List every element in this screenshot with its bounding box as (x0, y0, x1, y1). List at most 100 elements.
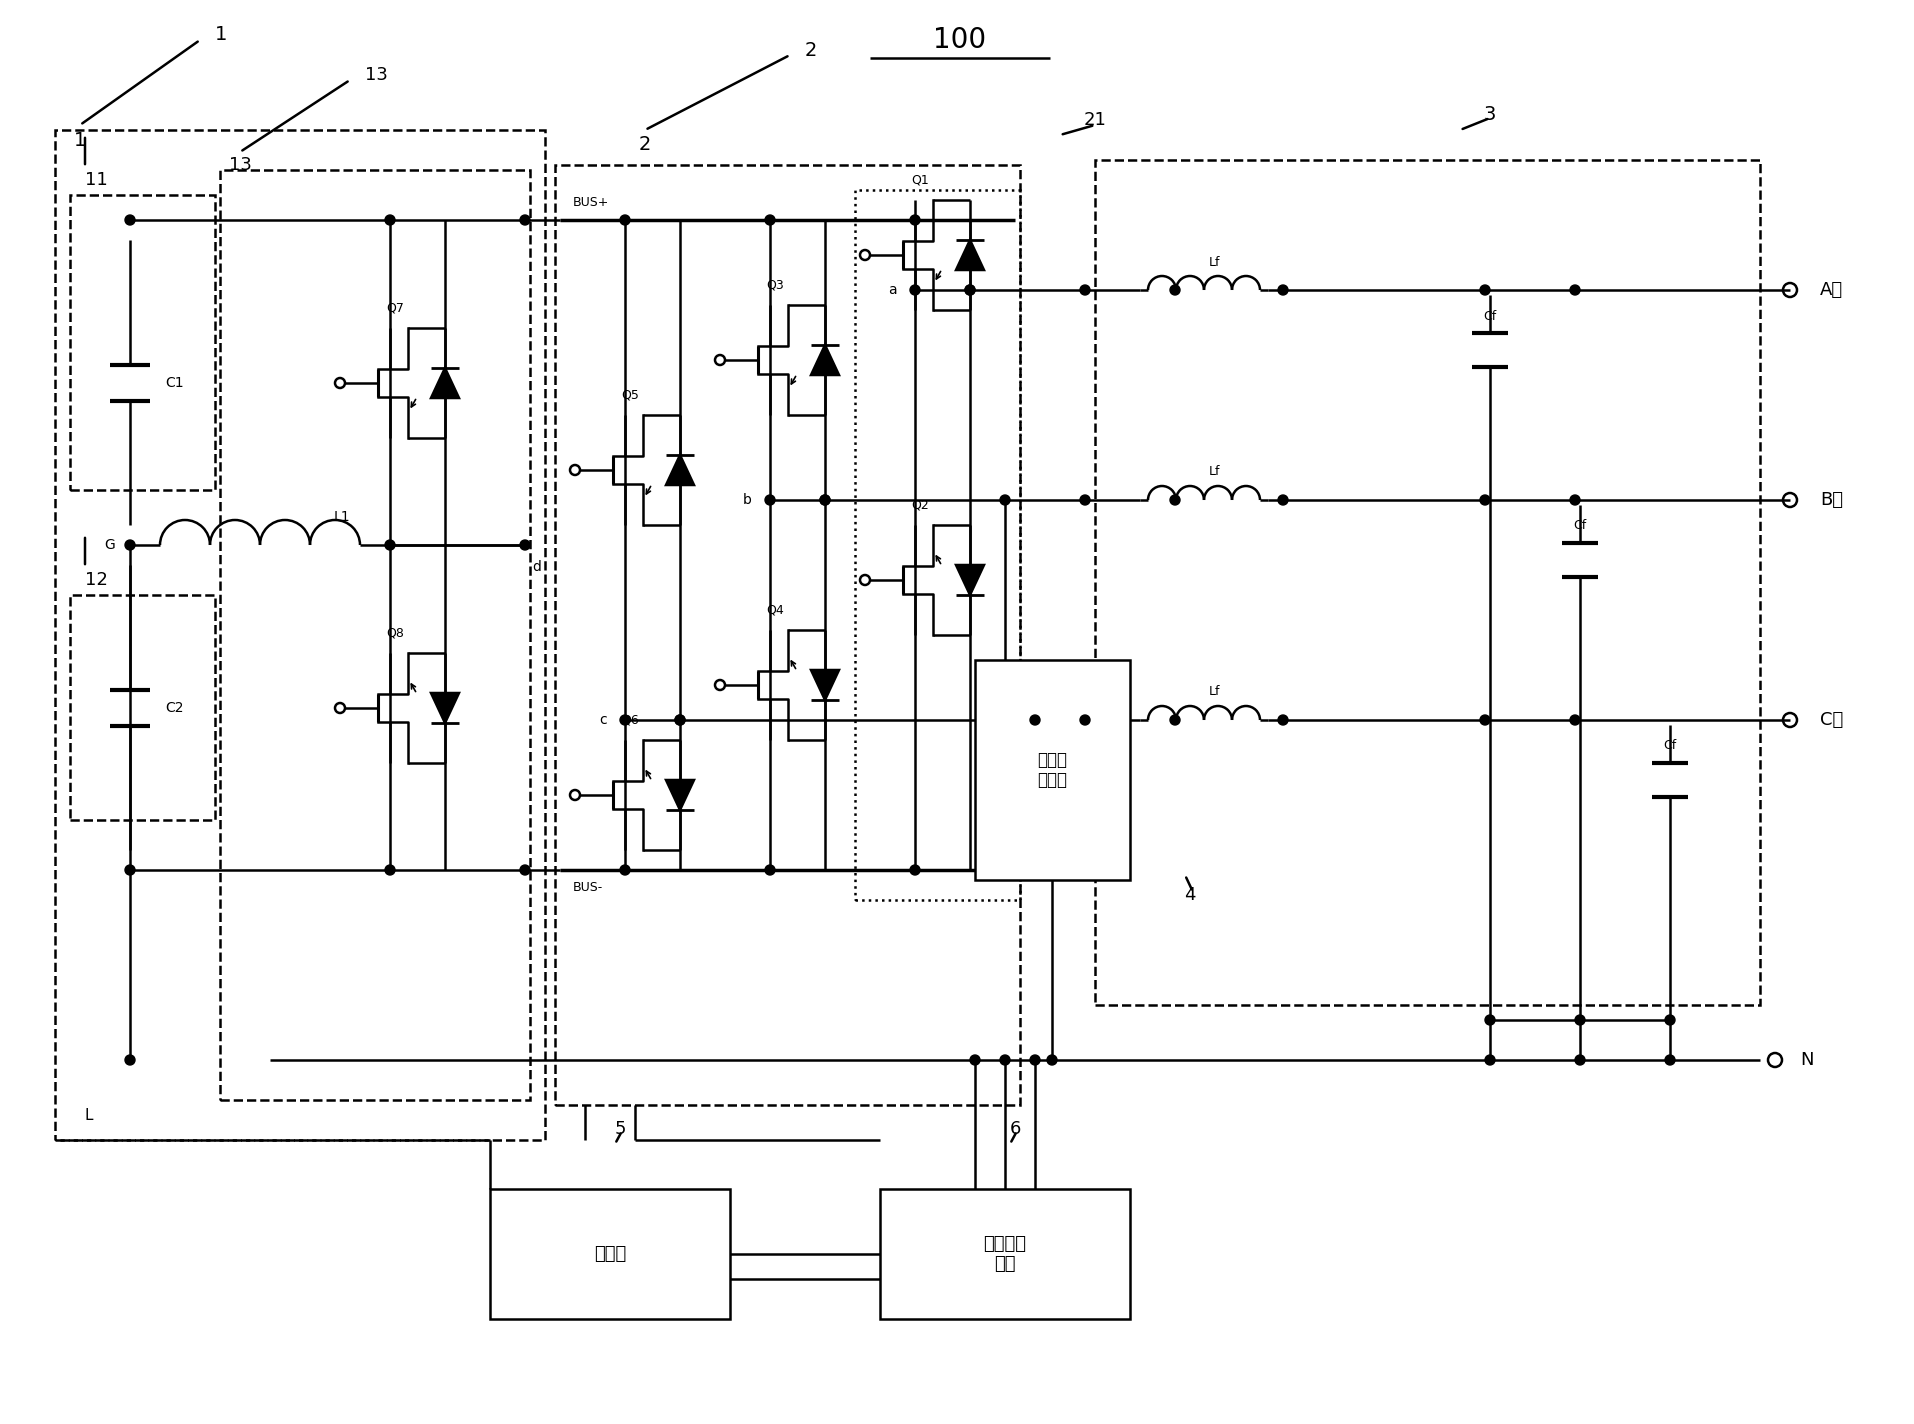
Circle shape (999, 1055, 1009, 1065)
Text: Q4: Q4 (766, 604, 783, 617)
Text: Q6: Q6 (620, 713, 639, 726)
Bar (1095, 159, 1759, 1005)
Circle shape (385, 540, 394, 550)
Text: BUS-: BUS- (572, 881, 603, 894)
Circle shape (1483, 1055, 1495, 1065)
Bar (490, 1189, 729, 1319)
Circle shape (1569, 715, 1579, 725)
Text: Q5: Q5 (620, 389, 639, 402)
Text: C相: C相 (1818, 711, 1843, 729)
Text: C1: C1 (165, 376, 184, 390)
Circle shape (1569, 496, 1579, 506)
Text: Cf: Cf (1663, 739, 1677, 752)
Text: d: d (532, 560, 542, 574)
Polygon shape (431, 693, 459, 723)
Circle shape (1030, 715, 1039, 725)
Circle shape (1079, 715, 1089, 725)
Circle shape (1663, 1055, 1675, 1065)
Bar (854, 189, 1020, 900)
Circle shape (124, 540, 134, 550)
Circle shape (1277, 285, 1288, 295)
Circle shape (819, 496, 829, 506)
Circle shape (965, 285, 974, 295)
Circle shape (620, 715, 630, 725)
Circle shape (1030, 1055, 1039, 1065)
Circle shape (1663, 1015, 1675, 1025)
Polygon shape (810, 671, 838, 701)
Text: Lf: Lf (1208, 685, 1219, 699)
Circle shape (1569, 285, 1579, 295)
Text: Lf: Lf (1208, 255, 1219, 269)
Polygon shape (955, 241, 984, 271)
Circle shape (1169, 715, 1179, 725)
Circle shape (764, 215, 775, 225)
Text: L: L (84, 1108, 94, 1122)
Text: 6: 6 (1009, 1121, 1020, 1138)
Circle shape (1480, 715, 1489, 725)
Circle shape (819, 496, 829, 506)
Bar (555, 165, 1020, 1105)
Circle shape (521, 540, 530, 550)
Circle shape (1277, 496, 1288, 506)
Polygon shape (666, 456, 693, 486)
Circle shape (620, 864, 630, 874)
Text: 3: 3 (1483, 105, 1495, 124)
Text: Q2: Q2 (911, 498, 928, 511)
Bar (974, 659, 1129, 880)
Circle shape (124, 1055, 134, 1065)
Circle shape (999, 496, 1009, 506)
Polygon shape (431, 367, 459, 397)
Text: BUS+: BUS+ (572, 195, 609, 208)
Circle shape (1480, 496, 1489, 506)
Text: 12: 12 (84, 571, 107, 590)
Circle shape (385, 864, 394, 874)
Circle shape (965, 285, 974, 295)
Circle shape (620, 215, 630, 225)
Text: 4: 4 (1183, 886, 1194, 904)
Bar (220, 169, 530, 1099)
Text: Q7: Q7 (387, 302, 404, 315)
Circle shape (1483, 1015, 1495, 1025)
Polygon shape (810, 345, 838, 375)
Circle shape (521, 215, 530, 225)
Bar (71, 595, 214, 820)
Circle shape (124, 215, 134, 225)
Circle shape (674, 715, 685, 725)
Text: N: N (1799, 1051, 1813, 1069)
Text: c: c (599, 713, 607, 728)
Text: 第二桥
蟀单元: 第二桥 蟀单元 (1037, 750, 1066, 789)
Text: a: a (888, 283, 896, 298)
Bar (880, 1189, 1129, 1319)
Text: 13: 13 (366, 66, 389, 84)
Circle shape (124, 864, 134, 874)
Text: C2: C2 (165, 701, 184, 715)
Text: G: G (103, 538, 115, 553)
Circle shape (909, 285, 919, 295)
Circle shape (674, 715, 685, 725)
Text: 2: 2 (639, 135, 651, 154)
Circle shape (385, 215, 394, 225)
Text: 控制器: 控制器 (593, 1245, 626, 1263)
Text: 13: 13 (228, 157, 251, 174)
Circle shape (1169, 285, 1179, 295)
Text: Q1: Q1 (911, 174, 928, 187)
Text: Q3: Q3 (766, 279, 783, 292)
Circle shape (1277, 715, 1288, 725)
Circle shape (1169, 496, 1179, 506)
Circle shape (1079, 285, 1089, 295)
Text: 1: 1 (214, 26, 228, 44)
Circle shape (1047, 1055, 1057, 1065)
Text: Cf: Cf (1573, 520, 1587, 533)
Circle shape (764, 496, 775, 506)
Text: B相: B相 (1818, 491, 1841, 508)
Text: Lf: Lf (1208, 466, 1219, 478)
Polygon shape (666, 780, 693, 810)
Polygon shape (955, 565, 984, 595)
Circle shape (1480, 285, 1489, 295)
Circle shape (1079, 496, 1089, 506)
Text: 1: 1 (75, 131, 86, 150)
Circle shape (909, 864, 919, 874)
Text: 21: 21 (1083, 111, 1106, 130)
Circle shape (764, 864, 775, 874)
Text: Q8: Q8 (387, 627, 404, 639)
